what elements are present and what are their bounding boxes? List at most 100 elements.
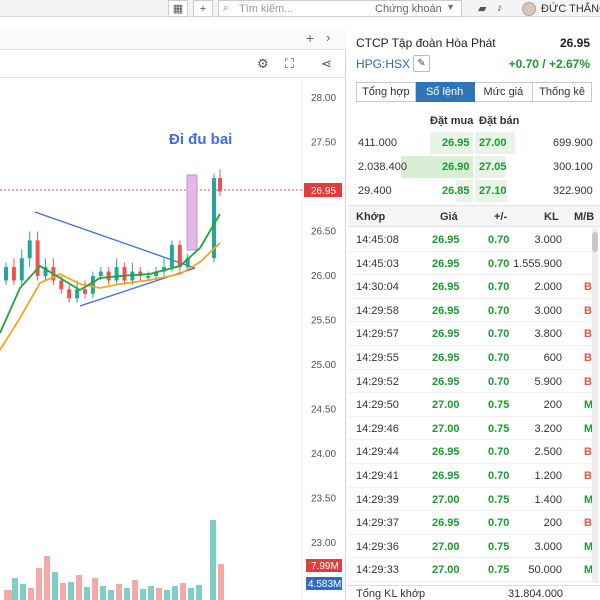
add-chart-icon[interactable]: + bbox=[306, 30, 315, 46]
candle bbox=[162, 267, 166, 272]
candle bbox=[212, 178, 216, 259]
volume-bar bbox=[124, 588, 130, 600]
trade-time: 14:29:50 bbox=[356, 399, 399, 412]
volume-bar bbox=[172, 586, 178, 600]
table-row: 14:29:41 26.95 0.70 1.200 B bbox=[348, 464, 592, 488]
volume-bar bbox=[156, 588, 162, 600]
candle bbox=[35, 240, 40, 276]
volume-bar bbox=[36, 568, 42, 600]
trade-time: 14:29:37 bbox=[356, 517, 399, 530]
ticker[interactable]: HPG:HSX bbox=[356, 57, 411, 71]
volume-bar bbox=[20, 584, 26, 600]
settings-icon[interactable]: ⚙ bbox=[257, 56, 269, 71]
tab-summary[interactable]: Tổng hợp bbox=[356, 82, 416, 102]
price-tick: 28.00 bbox=[311, 93, 336, 104]
trade-price: 27.00 bbox=[432, 540, 460, 553]
volume-tag-1: 7.99M bbox=[306, 559, 342, 572]
orderbook-row: 2.038.400 26.90 27.05 300.100 bbox=[348, 156, 600, 178]
trade-time: 14:29:41 bbox=[356, 470, 399, 482]
scrollbar[interactable] bbox=[592, 228, 598, 583]
trade-change: 0.75 bbox=[488, 540, 510, 553]
scrollbar-thumb[interactable] bbox=[592, 232, 598, 252]
volume-bar bbox=[148, 586, 154, 600]
table-row: 14:29:44 26.95 0.70 2.500 B bbox=[348, 440, 592, 464]
chart-panel: + › ⚙ ⛶ ⋖ 28.0027.5027.0026.5026.0025.50… bbox=[0, 28, 346, 600]
price-tag: 26.95 bbox=[304, 183, 342, 197]
avatar bbox=[522, 1, 536, 16]
trade-price: 26.95 bbox=[432, 470, 460, 482]
candle bbox=[185, 258, 190, 268]
bell-icon[interactable]: ♪ bbox=[497, 2, 503, 14]
trade-volume: 200 bbox=[543, 517, 562, 530]
search-box[interactable]: ⌕ Tìm kiếm... Chứng khoán ▼ bbox=[218, 0, 462, 17]
trade-side: B bbox=[584, 328, 592, 341]
exchange-select[interactable]: Chứng khoán bbox=[375, 3, 442, 15]
table-row: 14:29:55 26.95 0.70 600 B bbox=[348, 346, 592, 370]
trade-time: 14:29:46 bbox=[356, 422, 399, 435]
trade-change: 0.75 bbox=[488, 564, 510, 577]
trade-volume: 1.400 bbox=[534, 493, 562, 506]
search-input[interactable]: Tìm kiếm... bbox=[239, 3, 294, 15]
username: ĐỨC THẮNG bbox=[541, 2, 600, 15]
trade-volume: 600 bbox=[543, 352, 562, 364]
triangle-upper-line bbox=[34, 211, 196, 269]
trade-change: 0.70 bbox=[488, 304, 510, 317]
share-icon[interactable]: ⋖ bbox=[321, 56, 332, 71]
price-tick: 26.50 bbox=[311, 227, 336, 238]
trade-volume: 1.200 bbox=[534, 470, 562, 482]
trade-volume: 2.000 bbox=[534, 281, 562, 294]
trade-time: 14:29:55 bbox=[356, 352, 399, 364]
volume-bar bbox=[180, 583, 186, 600]
trade-time: 14:29:58 bbox=[356, 304, 399, 317]
trade-price: 27.00 bbox=[432, 564, 460, 577]
ask-header: Đặt bán bbox=[479, 115, 520, 127]
footer: Tổng KL khớp 31.804.000 bbox=[348, 585, 600, 600]
trades-list[interactable]: 14:45:08 26.95 0.70 3.000 14:45:03 26.95 0.70 1… bbox=[348, 228, 592, 583]
volume-bar bbox=[196, 585, 202, 600]
volume-tag-2: 4.583M bbox=[306, 577, 342, 590]
tab-statistics[interactable]: Thống kê bbox=[533, 82, 592, 102]
candle bbox=[67, 289, 72, 299]
trade-price: 26.95 bbox=[432, 281, 460, 294]
edit-icon[interactable]: ✎ bbox=[413, 55, 430, 72]
trade-side: B bbox=[584, 470, 592, 482]
price-chart[interactable]: 28.0027.5027.0026.5026.0025.5025.0024.50… bbox=[0, 78, 346, 600]
layout-grid-icon[interactable]: ▦ bbox=[168, 0, 188, 17]
trade-change: 0.70 bbox=[488, 375, 510, 388]
volume-bar bbox=[52, 572, 58, 600]
chevron-down-icon[interactable]: ▼ bbox=[446, 2, 455, 12]
volume-bar bbox=[28, 588, 34, 600]
table-row: 14:29:57 26.95 0.70 3.800 B bbox=[348, 322, 592, 346]
ma-fast-line bbox=[0, 213, 221, 334]
volume-bar bbox=[76, 575, 82, 600]
trade-side: B bbox=[584, 304, 592, 317]
candle bbox=[146, 276, 151, 278]
candle bbox=[154, 271, 159, 276]
highlight-box bbox=[186, 174, 198, 251]
add-icon[interactable]: + bbox=[193, 0, 213, 17]
table-row: 14:29:52 26.95 0.70 5.900 B bbox=[348, 370, 592, 394]
chat-icon[interactable]: ▰ bbox=[478, 3, 487, 15]
fullscreen-icon[interactable]: ⛶ bbox=[285, 56, 295, 71]
trade-volume: 3.000 bbox=[534, 540, 562, 553]
volume-bar bbox=[68, 582, 74, 600]
trade-price: 27.00 bbox=[432, 399, 460, 412]
trade-change: 0.70 bbox=[488, 281, 510, 294]
volume-tag-2-label: 4.583M bbox=[308, 579, 341, 590]
candle bbox=[169, 244, 174, 268]
current-price: 26.95 bbox=[559, 36, 590, 50]
tab-order-book[interactable]: Sổ lệnh bbox=[415, 82, 475, 102]
trade-side: B bbox=[584, 446, 592, 459]
trade-price: 26.95 bbox=[432, 234, 460, 246]
user-menu[interactable]: ĐỨC THẮNG bbox=[522, 0, 600, 17]
trade-time: 14:29:52 bbox=[356, 375, 399, 388]
chart-toolbar: ⚙ ⛶ ⋖ bbox=[0, 50, 346, 78]
table-row: 14:29:39 27.00 0.75 1.400 M bbox=[348, 488, 592, 512]
orderbook-row: 29.400 26.85 27.10 322.900 bbox=[348, 180, 600, 202]
trade-volume: 5.900 bbox=[534, 375, 562, 388]
tab-price-levels[interactable]: Mức giá bbox=[474, 82, 534, 102]
trade-time: 14:45:08 bbox=[356, 234, 399, 246]
trade-change: 0.70 bbox=[488, 257, 510, 270]
chevron-right-icon[interactable]: › bbox=[326, 30, 331, 45]
bid-header: Đặt mua bbox=[430, 115, 474, 127]
